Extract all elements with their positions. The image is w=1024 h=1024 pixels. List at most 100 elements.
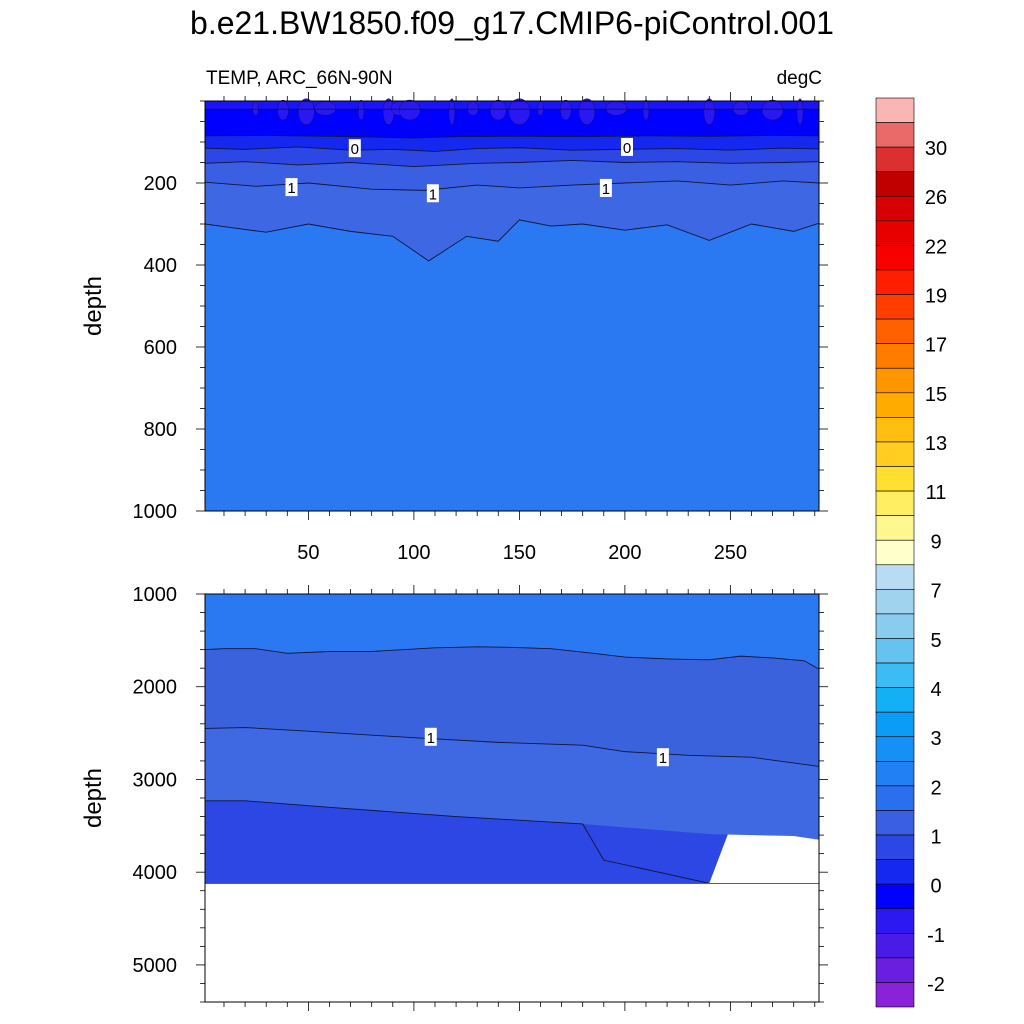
x-tick-label: 100 (397, 542, 430, 564)
contour-line (204, 159, 820, 168)
colorbar-label: -1 (927, 925, 945, 947)
colorbar-label: 17 (925, 335, 947, 357)
colorbar-box (875, 662, 915, 688)
contour-label-box (656, 748, 669, 767)
colorbar-box (875, 932, 915, 959)
colorbar-label: 26 (925, 187, 947, 209)
colorbar-box (875, 810, 915, 836)
colorbar-label: 5 (930, 630, 941, 652)
colorbar-box (875, 761, 915, 787)
colorbar-label: 22 (925, 236, 947, 258)
surface-blob (448, 98, 456, 125)
y-axis-label: depth (80, 276, 107, 336)
colorbar-box (875, 736, 915, 762)
surface-blob (357, 99, 365, 121)
lower-panel: 1 1 1000 2000 3000 4000 5000 depth (80, 584, 828, 1011)
contour-line (205, 800, 710, 884)
y-tick-label: 3000 (133, 769, 178, 791)
colorbar-box (875, 171, 915, 197)
y-tick-label: 5000 (133, 955, 178, 977)
colorbar-box (875, 146, 915, 173)
figure-title: b.e21.BW1850.f09_g17.CMIP6-piControl.001 (190, 5, 834, 41)
contour-line (204, 134, 820, 139)
colorbar-box (875, 441, 915, 467)
surface-blob (578, 98, 596, 125)
y-axis-label: depth (80, 768, 107, 828)
colorbar-box (875, 490, 915, 516)
units-label: degC (777, 68, 822, 89)
colorbar-label: 1 (930, 826, 941, 848)
colorbar-box (875, 982, 915, 1008)
colorbar-label: 13 (925, 433, 947, 455)
colorbar-box (875, 687, 915, 713)
colorbar-box (875, 466, 915, 492)
colorbar-box (875, 343, 915, 369)
colorbar-box (875, 269, 915, 295)
colorbar-box (875, 392, 915, 418)
colorbar-box (875, 908, 915, 934)
contour-label-box (426, 184, 439, 203)
colorbar-box (875, 220, 915, 246)
surface-blob (277, 99, 289, 121)
surface-blob (252, 101, 259, 116)
y-tick-label: 1000 (133, 501, 178, 523)
contour-label: 0 (623, 140, 631, 157)
colorbar-box (875, 294, 915, 320)
surface-blob (761, 99, 784, 121)
surface-blob (703, 98, 715, 125)
surface-blob (796, 98, 804, 125)
colorbar-label: 7 (930, 581, 941, 603)
contour-label: 1 (429, 186, 437, 203)
surface-blob (467, 101, 479, 116)
contour-line (204, 180, 820, 191)
colorbar-label: 0 (930, 876, 941, 898)
y-tick-label: 400 (144, 255, 177, 277)
contour-label-box (599, 178, 612, 197)
colorbar-label: 19 (925, 286, 947, 308)
contour-label-box (348, 139, 361, 158)
colorbar-box (875, 318, 915, 344)
colorbar-label: 30 (925, 138, 947, 160)
variable-region-label: TEMP, ARC_66N-90N (206, 68, 393, 89)
colorbar-box (875, 834, 915, 860)
surface-blob (398, 99, 421, 121)
surface-blob (732, 101, 750, 116)
surface-blob (490, 99, 507, 121)
surface-blob (560, 99, 572, 121)
colorbar-box (875, 589, 915, 615)
colorbar-box (875, 417, 915, 443)
colorbar: 30 26 22 19 17 15 13 11 9 7 5 4 3 2 1 0 -1 -2 (875, 97, 947, 1008)
contour-line (204, 727, 820, 767)
colorbar-label: 3 (930, 728, 941, 750)
colorbar-box (875, 711, 915, 738)
contour-line (204, 146, 820, 152)
land-mask (205, 883, 819, 1002)
colorbar-box (875, 859, 915, 885)
contour-label-box (620, 137, 633, 156)
colorbar-box (875, 638, 915, 664)
y-tick-label: 2000 (133, 677, 178, 699)
y-tick-label: 1000 (133, 584, 178, 606)
colorbar-box (875, 785, 915, 811)
colorbar-box (875, 515, 915, 541)
contour-label: 0 (351, 141, 359, 158)
surface-blob (605, 101, 628, 116)
colorbar-box (875, 957, 915, 983)
y-tick-label: 600 (144, 337, 177, 359)
x-tick-label: 150 (503, 542, 536, 564)
surface-blob (642, 99, 650, 121)
colorbar-box (875, 883, 915, 910)
contour-label-box (285, 178, 298, 197)
contour-label: 1 (659, 750, 667, 767)
colorbar-box (875, 122, 915, 148)
surface-blob (508, 98, 531, 125)
colorbar-label: 15 (925, 384, 947, 406)
surface-blob (314, 101, 336, 116)
y-tick-label: 4000 (133, 862, 178, 884)
surface-blob (537, 101, 544, 116)
colorbar-box (875, 245, 915, 271)
contour-line (204, 219, 820, 262)
colorbar-box (875, 564, 915, 590)
colorbar-box (875, 195, 915, 222)
